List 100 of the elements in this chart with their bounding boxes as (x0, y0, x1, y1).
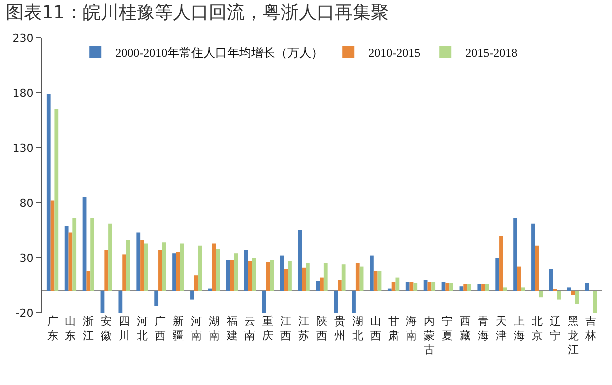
y-tick-label: 130 (12, 142, 34, 155)
x-tick-label: 吉林 (584, 315, 597, 342)
bar (244, 250, 248, 291)
bar (550, 269, 554, 291)
x-tick-label: 新疆 (172, 315, 184, 342)
bar (176, 252, 180, 291)
bar (316, 281, 320, 291)
bar (410, 282, 414, 291)
bar (126, 240, 130, 291)
bar (216, 249, 220, 291)
bar (162, 242, 166, 291)
bar (270, 260, 274, 291)
bar (86, 271, 91, 291)
x-tick-label: 湖北 (352, 315, 364, 342)
bar (122, 254, 127, 291)
bar (338, 280, 342, 291)
bar (535, 246, 540, 291)
bar (567, 288, 572, 291)
bar (500, 236, 504, 291)
x-tick-label: 重庆 (262, 315, 274, 342)
bar (482, 284, 486, 291)
bar (82, 198, 87, 291)
bar (575, 291, 580, 304)
x-tick-label: 辽宁 (550, 315, 561, 342)
bar (212, 244, 216, 291)
bar (226, 260, 230, 291)
chart-title: 图表11：皖川桂豫等人口回流，粤浙人口再集聚 (6, 2, 390, 24)
bar (585, 283, 590, 291)
bar (396, 278, 400, 291)
bar (320, 278, 324, 291)
x-tick-label: 陕西 (316, 315, 328, 342)
bar (442, 282, 446, 291)
bar (374, 271, 378, 291)
bar (352, 291, 356, 313)
x-tick-label: 河南 (190, 315, 202, 342)
bar (406, 282, 410, 291)
x-tick-label: 甘肃 (388, 315, 400, 342)
bar (108, 224, 112, 291)
bar (324, 264, 328, 291)
bar (90, 218, 94, 291)
x-tick-label: 青海 (478, 315, 490, 342)
x-tick-label: 湖南 (208, 315, 220, 342)
legend-label: 2015-2018 (466, 46, 518, 60)
bar (571, 291, 576, 296)
bar (593, 291, 598, 313)
bar (478, 284, 482, 291)
bar (378, 271, 382, 291)
bar (557, 291, 562, 300)
bar (446, 283, 450, 291)
y-tick-label: -20 (16, 306, 34, 320)
x-tick-label: 黑龙江 (568, 315, 579, 357)
bar (64, 226, 69, 291)
bar (464, 284, 468, 291)
legend-label: 2000-2010年常住人口年均增长（万人） (116, 46, 324, 60)
bar (468, 284, 472, 291)
x-tick-label: 安徽 (101, 315, 112, 342)
bar (158, 250, 162, 291)
x-tick-label: 内蒙古 (424, 315, 436, 357)
x-tick-label: 福建 (226, 315, 238, 342)
x-tick-label: 广西 (154, 315, 166, 342)
bar (104, 250, 109, 291)
legend-label: 2010-2015 (368, 46, 421, 60)
bar (68, 232, 73, 291)
bar (414, 283, 418, 291)
x-tick-label: 山西 (370, 315, 382, 342)
bar (306, 264, 310, 291)
bar (234, 254, 238, 291)
y-tick-label: 180 (12, 86, 34, 100)
bar (100, 291, 105, 313)
bar (252, 258, 256, 291)
bar (140, 240, 144, 291)
x-tick-label: 北京 (532, 315, 543, 342)
bar (485, 284, 490, 291)
x-tick-label: 上海 (514, 315, 525, 342)
x-tick-label: 河北 (137, 315, 148, 342)
bar (302, 268, 306, 291)
bar (370, 256, 374, 291)
bar (180, 244, 184, 291)
bar (262, 291, 266, 313)
x-tick-label: 宁夏 (442, 315, 454, 342)
bar (118, 291, 123, 313)
bar (190, 291, 194, 300)
bar (198, 246, 202, 291)
bar (230, 260, 234, 291)
bar (46, 94, 51, 291)
bar (521, 288, 526, 291)
bar (496, 258, 500, 291)
bar (334, 291, 338, 313)
x-tick-label: 贵州 (334, 315, 346, 342)
x-tick-label: 四川 (119, 315, 130, 342)
x-tick-label: 西藏 (460, 315, 472, 342)
bar (266, 262, 270, 291)
bar (517, 266, 522, 291)
x-tick-label: 山东 (65, 315, 76, 342)
x-tick-label: 云南 (244, 315, 256, 342)
bar (284, 269, 288, 291)
bar (298, 230, 302, 291)
bar (288, 261, 292, 291)
bar (532, 224, 536, 291)
bar (72, 218, 77, 291)
